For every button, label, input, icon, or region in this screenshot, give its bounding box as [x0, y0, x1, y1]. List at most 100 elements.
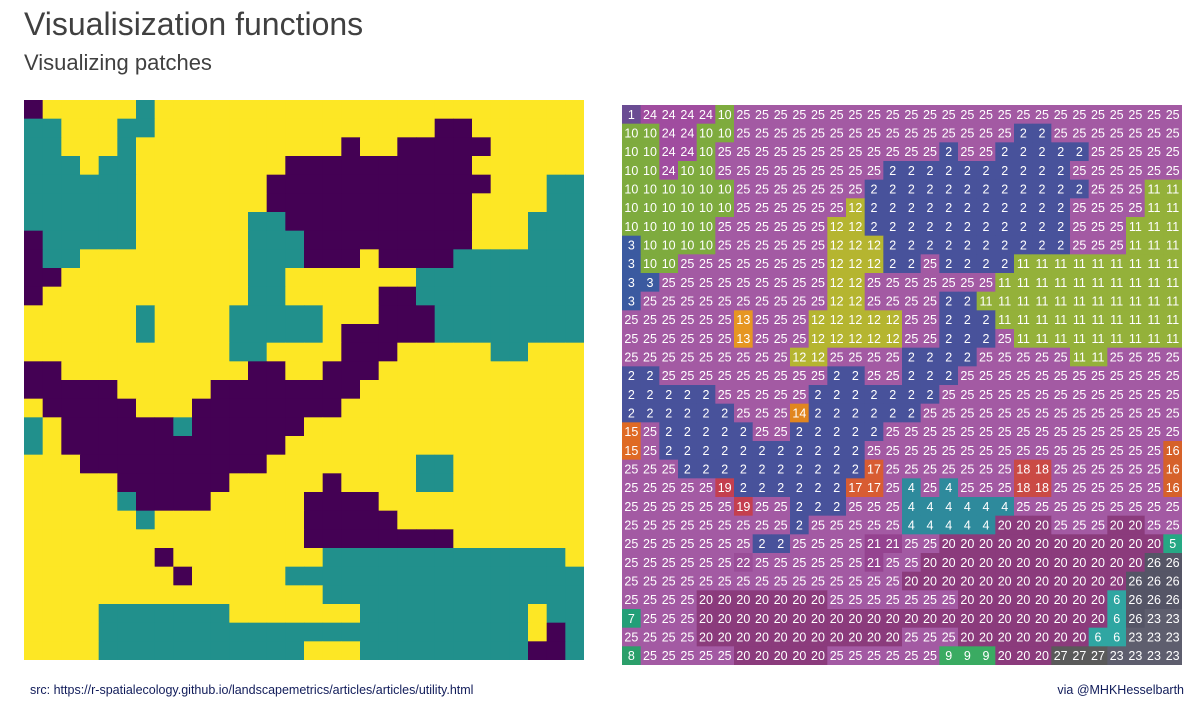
landscape-cell: [397, 417, 417, 437]
patch-id-label: 25: [979, 425, 993, 439]
patch-cell: [640, 590, 660, 610]
patch-cell: [976, 217, 996, 237]
patch-id-label: 10: [680, 164, 694, 178]
patch-cell: [659, 590, 679, 610]
patch-id-label: 2: [1039, 239, 1046, 253]
patch-cell: [939, 590, 959, 610]
landscape-cell: [266, 305, 286, 325]
patch-id-label: 25: [867, 276, 881, 290]
landscape-cell: [24, 473, 44, 493]
patch-cell: [883, 179, 903, 199]
landscape-cell: [117, 361, 137, 381]
landscape-cell: [472, 473, 492, 493]
landscape-cell: [136, 566, 156, 586]
patch-id-label: 2: [740, 425, 747, 439]
patch-id-label: 12: [830, 239, 844, 253]
patch-cell: [1144, 441, 1164, 461]
patch-id-label: 25: [1072, 425, 1086, 439]
patch-cell: [958, 366, 978, 386]
patch-cell: [920, 217, 940, 237]
patch-id-label: 25: [643, 351, 657, 365]
patch-cell: [790, 403, 810, 423]
patch-id-label: 11: [1092, 351, 1105, 365]
patch-id-label: 25: [699, 351, 713, 365]
patch-cell: [622, 627, 642, 647]
patch-cell: [659, 161, 679, 181]
patch-id-label: 12: [848, 239, 862, 253]
landscape-cell: [472, 641, 492, 660]
patch-id-label: 25: [960, 276, 974, 290]
patch-cell: [1070, 310, 1090, 330]
patch-cell: [995, 254, 1015, 274]
patch-id-label: 2: [964, 351, 971, 365]
patch-cell: [939, 571, 959, 591]
landscape-cell: [565, 361, 584, 381]
landscape-cell: [285, 286, 305, 306]
landscape-cell: [173, 436, 193, 456]
patch-id-label: 25: [792, 332, 806, 346]
patch-cell: [976, 366, 996, 386]
patch-id-label: 25: [736, 537, 750, 551]
landscape-cell: [341, 268, 361, 288]
patch-cell: [846, 441, 866, 461]
patch-cell: [1144, 123, 1164, 143]
landscape-cell: [80, 604, 100, 624]
patch-id-label: 4: [908, 481, 915, 495]
patch-cell: [771, 179, 791, 199]
patch-cell: [771, 590, 791, 610]
patch-cell: [1014, 179, 1034, 199]
patch-id-label: 25: [736, 519, 750, 533]
landscape-cell: [397, 473, 417, 493]
patch-id-label: 2: [1001, 239, 1008, 253]
patch-id-label: 25: [886, 351, 900, 365]
patch-id-label: 25: [1091, 481, 1105, 495]
landscape-cell: [285, 529, 305, 549]
patch-id-label: 10: [624, 201, 638, 215]
patch-cell: [678, 627, 698, 647]
patch-cell: [678, 441, 698, 461]
landscape-cell: [341, 286, 361, 306]
patch-cell: [1014, 142, 1034, 162]
patch-cell: [864, 497, 884, 517]
landscape-cell: [453, 286, 473, 306]
patch-id-label: 2: [945, 239, 952, 253]
landscape-cell: [546, 230, 566, 250]
landscape-cell: [229, 585, 249, 605]
landscape-cell: [98, 566, 118, 586]
landscape-cell: [98, 398, 118, 418]
landscape-cell: [416, 510, 436, 530]
landscape-cell: [509, 622, 529, 642]
patch-id-label: 25: [736, 407, 750, 421]
landscape-cell: [248, 230, 268, 250]
patch-id-label: 23: [1147, 649, 1161, 663]
patch-id-label: 2: [908, 164, 915, 178]
patch-cell: [995, 478, 1015, 498]
patch-cell: [995, 273, 1015, 293]
landscape-cell: [341, 473, 361, 493]
patch-id-label: 20: [942, 537, 956, 551]
patch-cell: [846, 179, 866, 199]
landscape-cell: [434, 249, 454, 269]
landscape-cell: [397, 529, 417, 549]
patch-cell: [846, 161, 866, 181]
patch-cell: [659, 609, 679, 629]
landscape-cell: [285, 585, 305, 605]
landscape-cell: [248, 342, 268, 362]
patch-cell: [771, 310, 791, 330]
patch-cell: [883, 571, 903, 591]
patch-id-label: 25: [680, 649, 694, 663]
landscape-cell: [453, 585, 473, 605]
landscape-cell: [80, 230, 100, 250]
patch-cell: [696, 515, 716, 535]
patch-cell: [659, 515, 679, 535]
patch-id-label: 27: [1072, 649, 1086, 663]
patch-id-label: 2: [815, 463, 822, 477]
patch-id-label: 25: [718, 537, 732, 551]
patch-cell: [715, 459, 735, 479]
landscape-cell: [322, 529, 342, 549]
patch-id-label: 25: [624, 332, 638, 346]
patch-cell: [622, 142, 642, 162]
landscape-cell: [341, 174, 361, 194]
patch-cell: [808, 385, 828, 405]
landscape-cell: [210, 398, 230, 418]
